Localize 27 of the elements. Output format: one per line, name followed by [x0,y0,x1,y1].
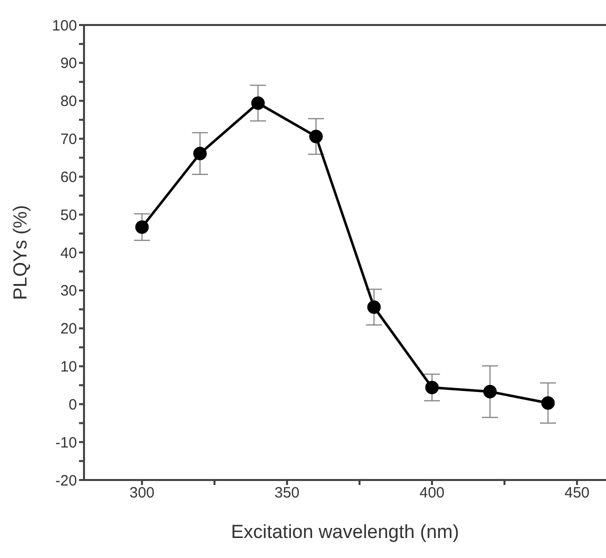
point [541,396,555,410]
y-tick-label: 50 [60,206,77,224]
y-tick-label: -10 [55,434,77,452]
y-tick-label: 30 [60,282,77,300]
point [251,96,265,110]
point [425,380,439,394]
y-tick-label: 60 [60,168,77,186]
x-tick-label: 400 [419,484,445,502]
x-axis-title: Excitation wavelength (nm) [230,522,460,543]
y-tick-label: 100 [52,17,77,34]
x-tick-label: 450 [564,484,590,502]
y-tick-label: 10 [60,358,77,376]
y-tick-label: 90 [60,55,77,72]
point [483,384,497,398]
y-tick-label: -20 [55,472,77,490]
point [367,300,381,314]
y-tick-label: 80 [60,93,77,110]
y-tick-label: 40 [60,244,77,262]
y-axis-title: PLQYs (%) [10,204,32,300]
point [193,146,207,160]
point [135,220,149,234]
x-tick-label: 300 [129,484,155,502]
y-tick-label: 70 [60,131,77,148]
x-tick-label: 350 [274,484,300,502]
point [309,130,323,144]
y-tick-label: 20 [60,320,77,338]
y-tick-label: 0 [68,396,77,414]
